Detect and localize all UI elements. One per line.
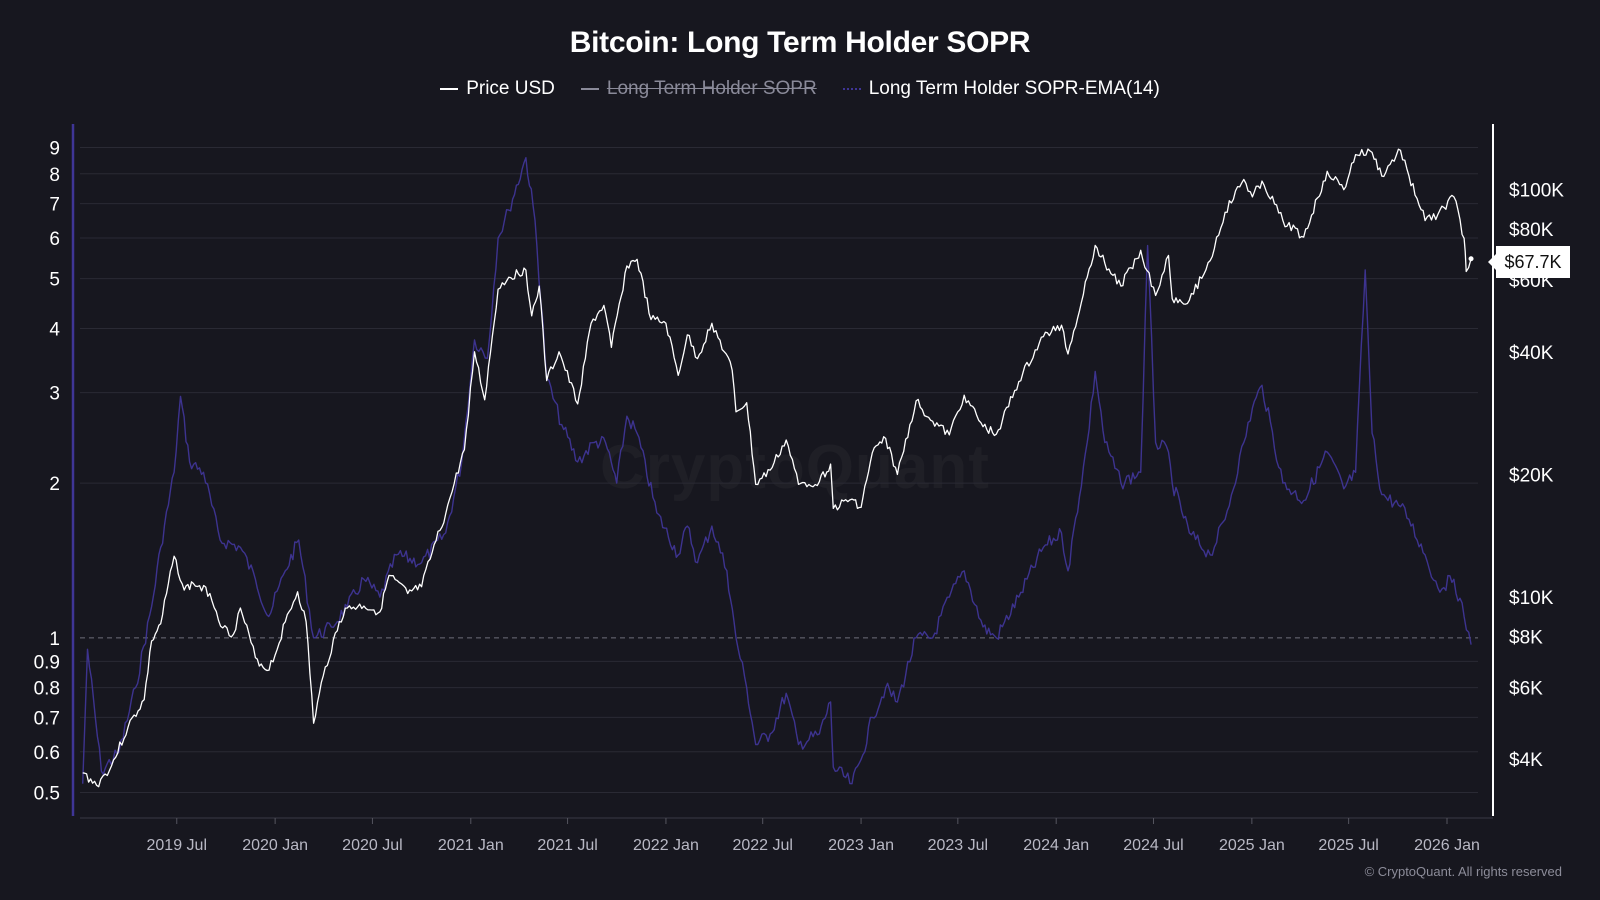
y-left-tick-label: 3 xyxy=(49,384,60,405)
chart-title: Bitcoin: Long Term Holder SOPR xyxy=(569,26,1031,59)
y-left-tick-label: 8 xyxy=(49,165,60,186)
current-price-tag: $67.7K xyxy=(1488,246,1570,278)
y-right-tick-label: $4K xyxy=(1509,750,1543,771)
y-left-tick-label: 0.5 xyxy=(34,783,60,804)
x-tick-label: 2024 Jan xyxy=(1023,837,1089,854)
x-tick-label: 2025 Jan xyxy=(1219,837,1285,854)
legend: Price USD Long Term Holder SOPR Long Ter… xyxy=(0,78,1600,100)
x-tick-label: 2023 Jan xyxy=(828,837,894,854)
y-left-tick-label: 5 xyxy=(49,270,60,291)
x-tick-label: 2024 Jul xyxy=(1123,837,1184,854)
x-tick-label: 2020 Jan xyxy=(242,837,308,854)
y-left-tick-label: 6 xyxy=(49,229,60,250)
y-right-tick-label: $8K xyxy=(1509,628,1543,649)
y-left-tick-label: 0.7 xyxy=(34,708,60,729)
x-tick-label: 2021 Jan xyxy=(438,837,504,854)
y-left-tick-label: 0.9 xyxy=(34,652,60,673)
legend-swatch-lth-sopr xyxy=(580,88,599,90)
x-tick-label: 2023 Jul xyxy=(928,837,989,854)
y-left-tick-label: 1 xyxy=(49,629,60,650)
x-tick-label: 2020 Jul xyxy=(342,837,403,854)
y-left-tick-label: 7 xyxy=(49,195,60,216)
series-line-price-usd xyxy=(82,148,1472,788)
x-tick-label: 2021 Jul xyxy=(537,837,598,854)
x-tick-label: 2022 Jul xyxy=(732,837,793,854)
legend-label-lth-sopr: Long Term Holder SOPR xyxy=(606,78,817,99)
legend-label-price: Price USD xyxy=(466,78,555,99)
legend-item-price[interactable]: Price USD xyxy=(440,78,555,100)
y-right-tick-label: $80K xyxy=(1509,220,1554,241)
y-left-tick-label: 2 xyxy=(49,474,60,495)
legend-item-lth-sopr-ema[interactable]: Long Term Holder SOPR-EMA(14) xyxy=(842,78,1160,100)
y-left-tick-label: 0.6 xyxy=(34,743,60,764)
legend-swatch-lth-sopr-ema xyxy=(842,88,861,90)
y-left-tick-label: 9 xyxy=(49,139,60,160)
legend-label-lth-sopr-ema: Long Term Holder SOPR-EMA(14) xyxy=(868,78,1160,99)
legend-swatch-price xyxy=(440,88,459,90)
y-right-tick-label: $20K xyxy=(1509,465,1554,486)
y-right-tick-label: $100K xyxy=(1509,181,1564,202)
y-left-tick-label: 0.8 xyxy=(34,679,60,700)
legend-item-lth-sopr[interactable]: Long Term Holder SOPR xyxy=(580,78,817,100)
series-line-lth-sopr-ema xyxy=(82,157,1472,785)
y-right-tick-label: $6K xyxy=(1509,678,1543,699)
x-tick-label: 2026 Jan xyxy=(1414,837,1480,854)
price-last-point xyxy=(1468,256,1474,262)
y-left-tick-label: 4 xyxy=(49,319,60,340)
x-tick-label: 2022 Jan xyxy=(633,837,699,854)
copyright-notice: © CryptoQuant. All rights reserved xyxy=(1364,864,1562,879)
x-tick-label: 2025 Jul xyxy=(1318,837,1379,854)
y-right-tick-label: $10K xyxy=(1509,588,1554,609)
y-right-tick-label: $40K xyxy=(1509,343,1554,364)
x-tick-label: 2019 Jul xyxy=(147,837,208,854)
